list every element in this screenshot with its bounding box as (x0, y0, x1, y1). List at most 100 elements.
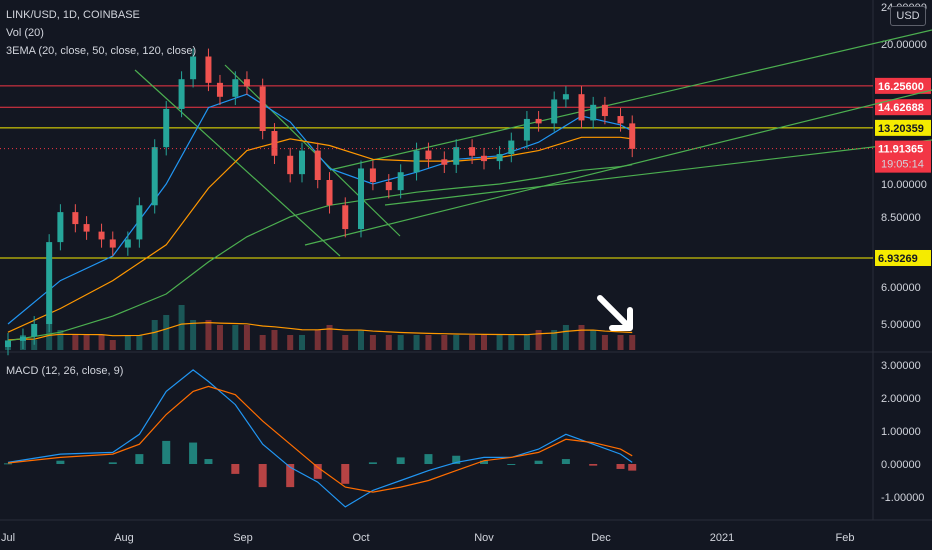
candle-body (72, 212, 79, 225)
volume-bar (216, 325, 223, 350)
volume-bar (508, 335, 515, 350)
candle-body (163, 108, 170, 148)
volume-bar (629, 335, 636, 350)
macd-histogram-bar (231, 464, 240, 474)
arrow-annotation-icon (597, 295, 633, 331)
volume-bar (496, 335, 503, 350)
candle-body (326, 180, 333, 206)
price-level-tag: 6.93269 (875, 249, 931, 266)
volume-bar (385, 335, 392, 350)
price-level-tag-text: 6.93269 (878, 253, 918, 265)
ema-indicator-label[interactable]: 3EMA (20, close, 50, close, 120, close) (6, 45, 197, 57)
price-level-tag-bg (875, 77, 931, 94)
volume-bar (326, 325, 333, 350)
candle-body (496, 154, 503, 162)
volume-bar (358, 330, 364, 350)
macd-histogram-bar (452, 455, 461, 464)
macd-histogram-bar (480, 460, 488, 464)
volume-bar (469, 335, 476, 350)
macd-histogram-bar (368, 462, 377, 464)
candle-body (551, 99, 558, 124)
candle-body (590, 104, 597, 121)
macd-histogram-bar (534, 460, 543, 464)
volume-bar (190, 320, 197, 350)
countdown-label: 19:05:14 (881, 159, 924, 171)
macd-histogram-bar (628, 464, 637, 471)
time-tick-label: 2021 (710, 532, 734, 544)
volume-bar (551, 330, 558, 350)
trend-line (224, 64, 401, 237)
candle-body (385, 181, 392, 191)
price-tick-label: 6.00000 (881, 282, 921, 294)
volume-bar (481, 335, 487, 350)
candle-body (523, 118, 530, 141)
candle-body (271, 131, 278, 156)
currency-badge[interactable]: USD (890, 6, 926, 26)
macd-histogram-bar (258, 464, 267, 488)
macd-histogram-bar (56, 460, 65, 464)
candle-body (299, 150, 305, 175)
volume-indicator-label[interactable]: Vol (20) (6, 27, 44, 39)
candle-body (481, 155, 487, 162)
candle-body (124, 239, 131, 248)
candle-body (46, 242, 53, 324)
candle-body (369, 168, 376, 182)
candle-body (453, 147, 460, 165)
macd-histogram-bar (561, 459, 570, 464)
macd-line (7, 369, 633, 508)
candle-body (469, 147, 476, 156)
price-level-tag-text: 16.25600 (878, 81, 924, 93)
macd-histogram-bar (313, 464, 322, 479)
volume-bar (136, 335, 143, 350)
volume-bar (31, 340, 38, 350)
macd-histogram-bar (424, 454, 433, 464)
ema-line-ema120 (7, 164, 633, 342)
price-level-tag: 13.20359 (875, 119, 931, 136)
candle-body (441, 159, 448, 165)
price-level-tag: 16.25600 (875, 77, 931, 94)
volume-bar (232, 325, 239, 350)
volume-bar (601, 335, 608, 350)
symbol-title: LINK/USD, 1D, COINBASE (6, 9, 140, 21)
time-tick-label: Jul (1, 532, 15, 544)
volume-bar (83, 335, 90, 350)
macd-histogram-bar (189, 442, 198, 464)
time-tick-label: Feb (836, 532, 855, 544)
price-tick-label: 5.00000 (881, 319, 921, 331)
candle-body (287, 155, 294, 175)
candle-body (243, 79, 250, 87)
candle-body (358, 168, 364, 230)
candle-body (216, 82, 223, 97)
volume-ma-line (7, 322, 633, 341)
price-level-tag: 14.62688 (875, 99, 931, 116)
candle-body (617, 116, 624, 124)
macd-histogram-bar (108, 462, 117, 464)
candle-body (31, 324, 38, 337)
macd-histogram-bar (135, 454, 144, 464)
macd-histogram-bar (286, 464, 295, 488)
volume-bar (535, 330, 542, 350)
volume-bar (590, 330, 597, 350)
candle-body (190, 56, 197, 80)
volume-bar (151, 320, 158, 350)
candle-body (578, 94, 585, 121)
candle-body (232, 79, 239, 97)
volume-bar (425, 335, 432, 350)
volume-bar (617, 335, 624, 350)
candle-body (151, 147, 158, 206)
current-price-tag-bg (875, 140, 931, 173)
macd-histogram-bar (396, 457, 405, 464)
macd-tick-label: 2.00000 (881, 393, 921, 405)
macd-indicator-label[interactable]: MACD (12, 26, close, 9) (6, 365, 124, 377)
macd-histogram-bar (4, 463, 12, 465)
candle-body (425, 150, 432, 160)
time-tick-label: Dec (591, 532, 611, 544)
price-level-tag-text: 13.20359 (878, 123, 924, 135)
time-tick-label: Oct (352, 532, 369, 544)
volume-bar (523, 335, 530, 350)
time-tick-label: Aug (114, 532, 134, 544)
candle-body (109, 239, 116, 248)
macd-histogram-bar (204, 459, 213, 464)
macd-histogram-bar (162, 440, 171, 464)
